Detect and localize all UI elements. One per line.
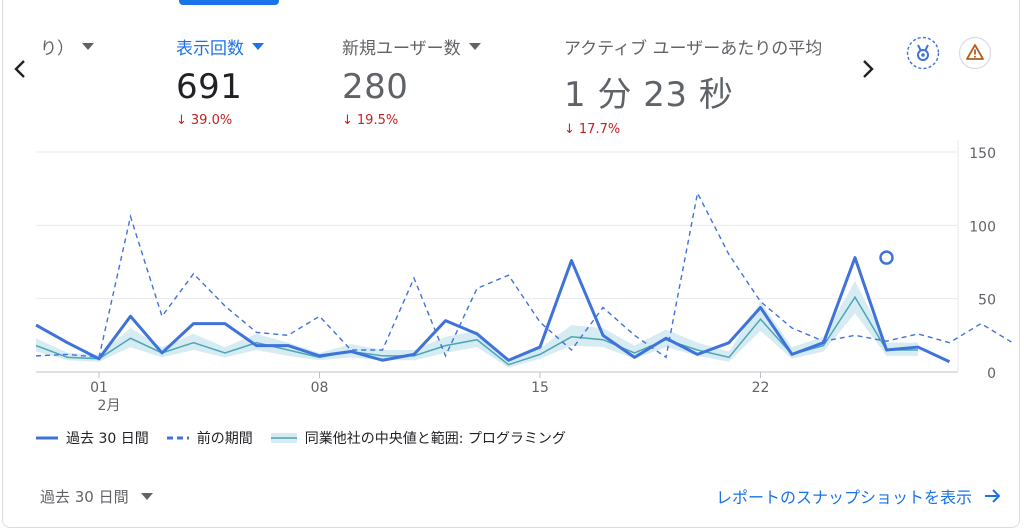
chevron-right-icon[interactable] bbox=[860, 58, 876, 84]
x-axis: 01 2月 08 15 22 bbox=[90, 372, 769, 414]
arrow-right-icon bbox=[985, 489, 1001, 503]
metric-tab-avg-engagement[interactable]: アクティブ ユーザーあたりの平均 1 分 23 秒 ↓ 17.7% bbox=[564, 34, 822, 137]
chevron-left-icon[interactable] bbox=[12, 58, 28, 84]
previous-period-line bbox=[35, 190, 1013, 359]
chart-grid bbox=[36, 140, 959, 373]
x-tick-label: 01 bbox=[90, 380, 108, 396]
ribbon-badge-icon[interactable] bbox=[906, 36, 940, 70]
metric-label: 表示回数 bbox=[176, 39, 244, 59]
legend-label: 同業他社の中央値と範囲: プログラミング bbox=[304, 431, 566, 447]
y-tick-label: 150 bbox=[969, 146, 996, 162]
legend-label: 過去 30 日間 bbox=[66, 431, 149, 447]
date-range-label: 過去 30 日間 bbox=[40, 488, 129, 506]
metric-tab-new-users[interactable]: 新規ユーザー数 280 ↓ 19.5% bbox=[342, 34, 481, 128]
metric-label: り） bbox=[40, 39, 74, 59]
x-tick-label: 08 bbox=[311, 380, 329, 396]
legend-item-benchmark[interactable]: 同業他社の中央値と範囲: プログラミング bbox=[270, 428, 566, 448]
x-tick-sublabel: 2月 bbox=[98, 398, 121, 414]
chart-legend: 過去 30 日間 前の期間 同業他社の中央値と範囲: プログラミング bbox=[36, 428, 566, 448]
chevron-down-icon bbox=[468, 43, 481, 50]
legend-item-current[interactable]: 過去 30 日間 bbox=[36, 428, 149, 448]
benchmark-range-band bbox=[36, 281, 918, 368]
y-tick-label: 0 bbox=[987, 366, 996, 382]
active-tab-indicator bbox=[179, 0, 279, 5]
warning-triangle-icon[interactable] bbox=[958, 36, 992, 70]
benchmark-median-line bbox=[35, 295, 918, 366]
chevron-down-icon bbox=[82, 43, 94, 50]
date-range-selector[interactable]: 過去 30 日間 bbox=[40, 486, 153, 507]
arrow-down-icon: ↓ bbox=[564, 122, 575, 137]
legend-item-previous[interactable]: 前の期間 bbox=[166, 428, 253, 448]
line-chart: 0 50 100 150 01 2月 08 15 22 bbox=[35, 140, 1013, 414]
chevron-down-icon bbox=[140, 493, 153, 500]
snapshot-link[interactable]: レポートのスナップショットを表示 bbox=[716, 484, 1002, 508]
metric-tab-truncated[interactable]: り） bbox=[40, 34, 94, 59]
metric-change: 17.7% bbox=[578, 122, 621, 137]
metric-value: 1 分 23 秒 bbox=[564, 75, 734, 115]
x-tick-label: 22 bbox=[752, 380, 770, 396]
highlight-point bbox=[879, 250, 894, 265]
y-axis: 0 50 100 150 bbox=[969, 146, 996, 382]
chevron-down-icon bbox=[252, 43, 264, 50]
legend-label: 前の期間 bbox=[196, 431, 253, 447]
chart-series bbox=[35, 190, 1013, 368]
arrow-down-icon: ↓ bbox=[176, 113, 187, 128]
metric-value: 280 bbox=[342, 67, 409, 107]
current-period-line bbox=[35, 256, 951, 364]
metric-tab-views[interactable]: 表示回数 691 ↓ 39.0% bbox=[176, 34, 264, 128]
snapshot-link-label: レポートのスナップショットを表示 bbox=[715, 488, 972, 507]
y-tick-label: 100 bbox=[969, 219, 996, 235]
arrow-down-icon: ↓ bbox=[342, 113, 353, 128]
y-tick-label: 50 bbox=[978, 293, 996, 309]
metric-label: アクティブ ユーザーあたりの平均 bbox=[564, 39, 823, 59]
metric-change: 19.5% bbox=[356, 113, 399, 128]
metric-value: 691 bbox=[176, 67, 243, 107]
x-tick-label: 15 bbox=[531, 380, 549, 396]
metric-label: 新規ユーザー数 bbox=[342, 39, 461, 59]
metric-change: 39.0% bbox=[190, 113, 233, 128]
